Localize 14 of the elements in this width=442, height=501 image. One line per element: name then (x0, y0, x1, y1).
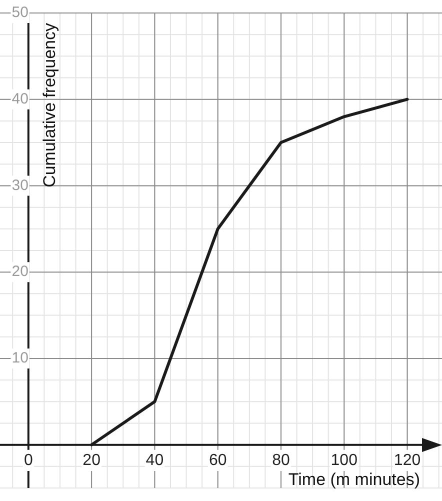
y-tick-label: 40 (12, 90, 28, 108)
x-tick-label: 80 (272, 452, 290, 469)
y-axis-title: Cumulative frequency (40, 22, 60, 188)
x-tick-label: 0 (24, 452, 33, 469)
x-tick-label: 20 (82, 452, 101, 469)
x-tick-label: 100 (330, 452, 358, 469)
x-tick-label: 40 (146, 452, 164, 469)
x-tick-label: 60 (208, 452, 227, 469)
y-tick-label: 20 (12, 263, 28, 280)
y-tick-label: 50 (12, 4, 28, 22)
y-tick-label: 10 (12, 350, 28, 367)
y-tick-label: 30 (12, 176, 28, 194)
x-tick-label: 120 (394, 452, 421, 469)
x-axis-title: Time (m minutes) (288, 470, 420, 490)
